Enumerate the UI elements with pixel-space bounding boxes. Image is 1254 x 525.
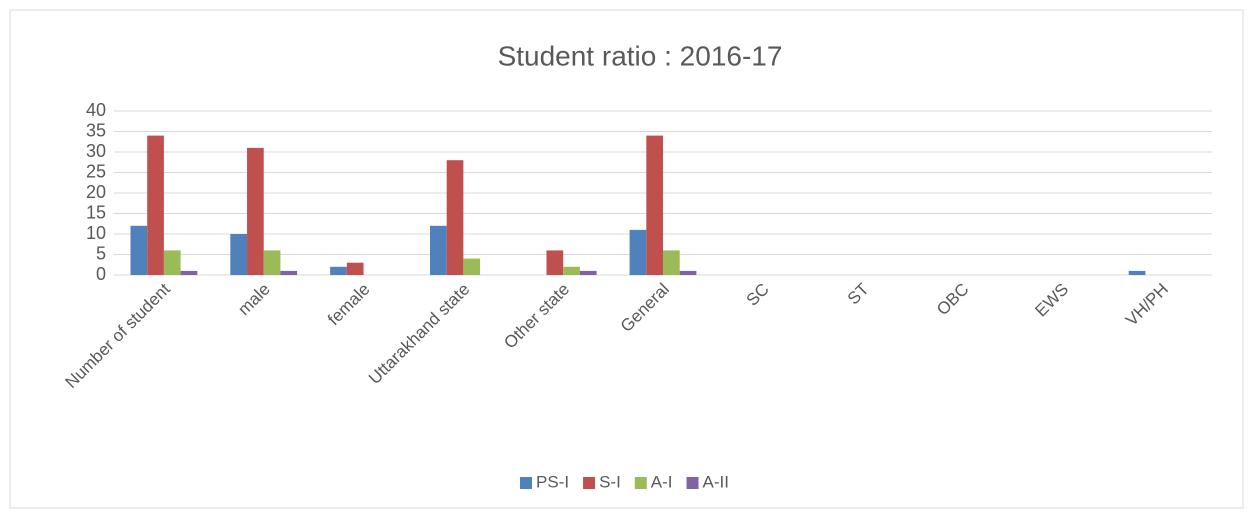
y-tick-label: 25: [86, 161, 106, 181]
y-tick-label: 35: [86, 120, 106, 140]
bar: [579, 270, 597, 275]
bar: [247, 147, 264, 275]
bar: [330, 266, 347, 275]
bar: [663, 250, 680, 275]
bar: [646, 135, 663, 275]
bar: [130, 225, 148, 275]
y-tick-label: 10: [86, 223, 106, 243]
bar: [1128, 270, 1146, 275]
legend-label: PS-I: [536, 472, 569, 491]
legend-swatch: [583, 477, 596, 489]
legend-label: A-II: [703, 472, 729, 491]
chart-border: [9, 9, 1244, 509]
bar: [629, 229, 647, 275]
legend-label: A-I: [651, 472, 673, 491]
y-tick-label: 0: [96, 264, 106, 284]
bar: [463, 258, 481, 275]
bar: [180, 270, 198, 275]
bar: [546, 250, 564, 275]
y-tick-label: 15: [86, 202, 106, 222]
bar: [280, 270, 298, 275]
legend-swatch: [634, 477, 647, 489]
legend-label: S-I: [599, 472, 621, 491]
bar: [263, 250, 281, 275]
bar: [163, 250, 181, 275]
bar: [679, 270, 697, 275]
y-tick-label: 40: [86, 100, 106, 120]
bar: [563, 266, 580, 275]
y-tick-label: 20: [86, 182, 106, 202]
legend-swatch: [686, 477, 699, 489]
bar: [446, 160, 464, 275]
y-tick-label: 30: [86, 141, 106, 161]
bar: [230, 234, 248, 275]
bar: [429, 225, 447, 275]
y-tick-label: 5: [96, 243, 106, 263]
bar: [346, 262, 364, 275]
bar: [147, 135, 164, 275]
chart-title: Student ratio : 2016-17: [498, 40, 783, 71]
legend-swatch: [520, 477, 532, 489]
